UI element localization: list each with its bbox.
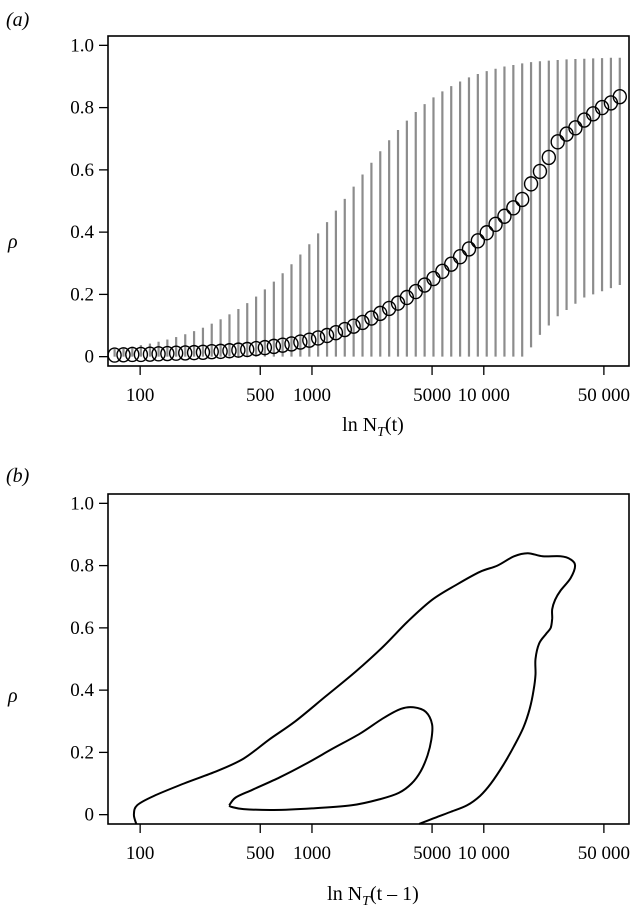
data-point <box>284 336 299 352</box>
data-point <box>470 233 486 249</box>
data-point <box>390 295 406 311</box>
data-point <box>168 345 184 361</box>
y-tick-label: 0.8 <box>70 98 94 119</box>
data-point <box>133 346 149 363</box>
data-point <box>310 330 326 346</box>
panel-a-y-axis-label: ρ <box>7 231 18 253</box>
data-point <box>532 163 548 180</box>
panel-a-y-axis: 0 0.2 0.4 0.6 0.8 1.0 <box>70 35 108 368</box>
panel-b-y-axis-label: ρ <box>7 685 18 707</box>
data-point <box>186 344 202 361</box>
data-point <box>373 305 388 322</box>
data-point <box>550 134 565 150</box>
panel-b: (b) ρ 0 0.2 0.4 0.6 0.8 1.0 100 500 1000 5000 10 … <box>6 465 630 909</box>
data-point <box>178 345 193 361</box>
x-tick-label: 100 <box>126 385 155 406</box>
y-tick-label: 0 <box>85 805 95 826</box>
data-point <box>240 341 255 358</box>
panel-b-x-axis-label: ln NT(t – 1) <box>327 883 419 909</box>
panel-b-contours <box>132 552 577 825</box>
panel-a-frame <box>107 35 630 367</box>
x-tick-label: 500 <box>246 385 275 406</box>
y-tick-label: 0.6 <box>70 160 94 181</box>
data-point <box>355 314 370 331</box>
panel-b-frame <box>107 493 630 825</box>
data-point <box>444 256 459 272</box>
data-point <box>488 216 503 233</box>
data-point <box>257 339 273 356</box>
x-tick-label: 10 000 <box>458 385 510 406</box>
data-point <box>541 149 557 166</box>
y-tick-label: 0.2 <box>70 742 94 763</box>
panel-a-x-axis: 100 500 1000 5000 10 000 50 000 <box>126 366 630 406</box>
data-point <box>293 334 308 350</box>
data-point <box>328 324 344 341</box>
data-point <box>195 344 211 361</box>
panel-a-points <box>107 89 627 363</box>
data-point <box>125 346 140 363</box>
data-point <box>275 337 290 353</box>
data-point <box>364 310 379 326</box>
data-point <box>337 321 352 338</box>
data-point <box>452 249 468 265</box>
data-point <box>568 120 583 136</box>
x-tick-label: 500 <box>246 843 275 864</box>
x-tick-label: 1000 <box>293 843 331 864</box>
y-tick-label: 0.4 <box>70 222 94 243</box>
x-tick-label: 1000 <box>293 385 331 406</box>
y-tick-label: 1.0 <box>70 35 94 56</box>
data-point <box>302 332 317 348</box>
y-tick-label: 0.6 <box>70 618 94 639</box>
contour-inner <box>228 706 434 812</box>
data-point <box>231 342 246 358</box>
data-point <box>523 176 539 192</box>
data-point <box>506 200 521 216</box>
panel-b-x-axis: 100 500 1000 5000 10 000 50 000 <box>126 824 630 864</box>
panel-a-error-bars <box>113 57 621 357</box>
x-tick-label: 10 000 <box>458 843 510 864</box>
data-point <box>204 343 219 360</box>
panel-a-label: (a) <box>6 9 30 31</box>
data-point <box>594 99 610 116</box>
y-tick-label: 0.4 <box>70 680 94 701</box>
data-point <box>479 225 494 241</box>
y-tick-label: 0.2 <box>70 284 94 305</box>
y-tick-label: 0.8 <box>70 556 94 577</box>
data-point <box>461 241 477 257</box>
x-tick-label: 100 <box>126 843 155 864</box>
panel-a: (a) ρ 0 0.2 0.4 0.6 0.8 1.0 100 500 1000 5000 10 … <box>6 9 630 440</box>
data-point <box>142 346 158 362</box>
panel-b-y-axis: 0 0.2 0.4 0.6 0.8 1.0 <box>70 493 108 826</box>
x-tick-label: 5000 <box>413 843 451 864</box>
panel-b-label: (b) <box>6 465 30 487</box>
data-point <box>266 338 282 355</box>
data-point <box>514 191 530 208</box>
x-tick-label: 5000 <box>413 385 451 406</box>
y-tick-label: 0 <box>85 347 95 368</box>
data-point <box>612 89 627 105</box>
data-point <box>497 208 512 224</box>
data-point <box>222 343 237 359</box>
data-point <box>346 318 361 334</box>
panel-a-x-axis-label: ln NT(t) <box>342 414 404 440</box>
x-tick-label: 50 000 <box>578 843 630 864</box>
data-point <box>319 327 335 344</box>
data-point <box>213 343 228 360</box>
data-point <box>160 345 175 362</box>
data-point <box>248 340 264 357</box>
x-tick-label: 50 000 <box>578 385 630 406</box>
data-point <box>151 346 166 362</box>
data-point <box>116 347 131 363</box>
data-point <box>381 300 397 317</box>
contour-outer <box>132 552 577 825</box>
y-tick-label: 1.0 <box>70 493 94 514</box>
